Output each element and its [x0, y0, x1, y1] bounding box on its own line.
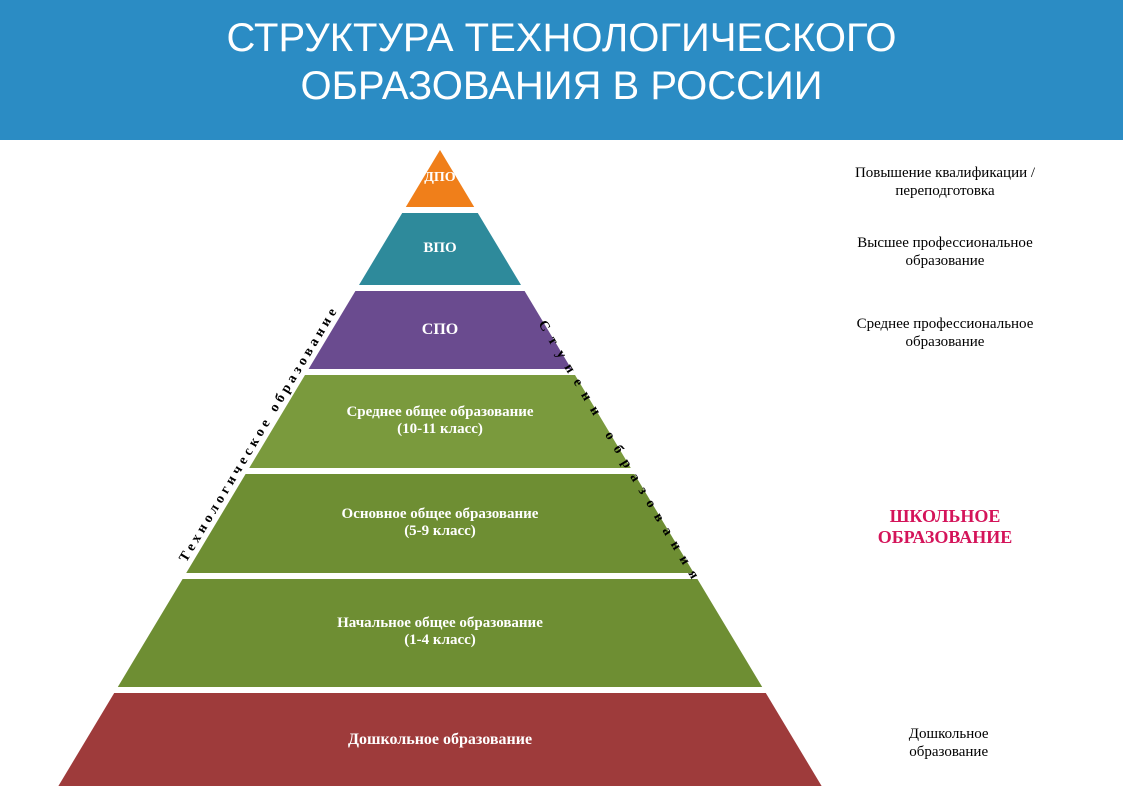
right-label-line1-spo: Среднее профессиональное [830, 315, 1060, 333]
segment-label-text-vpo: ВПО [423, 240, 456, 256]
right-label-line2-spo: образование [830, 333, 1060, 351]
segment-label-s59: Основное общее образование(5-9 класс) [240, 506, 640, 540]
title-line-1: СТРУКТУРА ТЕХНОЛОГИЧЕСКОГО [227, 16, 897, 60]
right-label-line1-dpo: Повышение квалификации / [830, 164, 1060, 182]
right-label-spo: Среднее профессиональноеобразование [830, 315, 1060, 351]
right-label-pre: Дошкольноеобразование [834, 725, 1064, 761]
segment-label-text-s14: Начальное общее образование [337, 615, 543, 631]
segment-label-text-pre: Дошкольное образование [348, 731, 532, 748]
segment-label-text-s59: Основное общее образование [342, 506, 539, 522]
segment-label-text-dpo: ДПО [424, 170, 455, 185]
right-label-line1-pre: Дошкольное [834, 725, 1064, 743]
right-label-line2-dpo: переподготовка [830, 182, 1060, 200]
right-label-line2-vpo: образование [830, 252, 1060, 270]
pyramid-stage: ДПО ВПО СПО Среднее общее образование(10-11… [0, 140, 1123, 794]
right-label-line2-s59: ОБРАЗОВАНИЕ [830, 527, 1060, 549]
segment-label-spo: СПО [240, 321, 640, 339]
page-title: СТРУКТУРА ТЕХНОЛОГИЧЕСКОГО ОБРАЗОВАНИЯ В… [0, 14, 1123, 110]
segment-sublabel-s59: (5-9 класс) [240, 523, 640, 540]
segment-label-s14: Начальное общее образование(1-4 класс) [240, 615, 640, 649]
title-line-2: ОБРАЗОВАНИЯ В РОССИИ [300, 64, 822, 108]
right-label-line1-vpo: Высшее профессиональное [830, 234, 1060, 252]
segment-label-s1011: Среднее общее образование(10-11 класс) [240, 404, 640, 438]
right-label-line1-s59: ШКОЛЬНОЕ [830, 506, 1060, 528]
right-label-vpo: Высшее профессиональноеобразование [830, 234, 1060, 270]
segment-sublabel-s14: (1-4 класс) [240, 632, 640, 649]
segment-label-vpo: ВПО [240, 240, 640, 257]
segment-label-text-s1011: Среднее общее образование [346, 404, 533, 420]
header-banner: СТРУКТУРА ТЕХНОЛОГИЧЕСКОГО ОБРАЗОВАНИЯ В… [0, 0, 1123, 140]
segment-label-dpo: ДПО [240, 170, 640, 186]
right-label-dpo: Повышение квалификации /переподготовка [830, 164, 1060, 200]
right-label-s59: ШКОЛЬНОЕОБРАЗОВАНИЕ [830, 506, 1060, 549]
right-label-line2-pre: образование [834, 743, 1064, 761]
segment-sublabel-s1011: (10-11 класс) [240, 421, 640, 438]
segment-label-pre: Дошкольное образование [240, 731, 640, 749]
segment-label-text-spo: СПО [422, 321, 458, 338]
